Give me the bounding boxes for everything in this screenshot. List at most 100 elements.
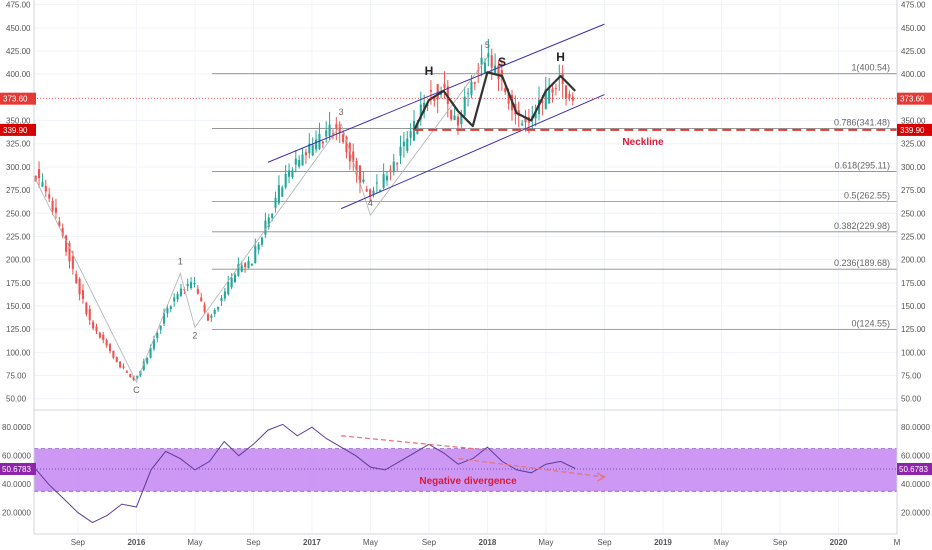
rsi-divergence-arrowhead <box>597 472 606 482</box>
right-price-tick-label: 100.00 <box>901 348 926 357</box>
candle-body <box>294 158 297 165</box>
candle-body <box>311 144 314 156</box>
fib-level-label: 0.786(341.48) <box>834 117 890 127</box>
time-tick-label: May <box>714 538 729 547</box>
left-price-tick-label: 400.00 <box>6 70 31 79</box>
left-price-tick-label: 125.00 <box>6 325 31 334</box>
candle-body <box>152 339 155 349</box>
candle-body <box>480 57 483 65</box>
candle-body <box>44 186 47 192</box>
candle-body <box>132 376 135 380</box>
candle-body <box>375 182 378 184</box>
candle-body <box>379 189 382 192</box>
candle-body <box>399 146 402 156</box>
candle-body <box>321 141 324 144</box>
time-tick-label: Sep <box>71 538 86 547</box>
candle-body <box>416 123 419 135</box>
candle-body <box>406 138 409 151</box>
neckline-price-tag-right-text: 339.90 <box>900 126 925 135</box>
candle-body <box>277 185 280 204</box>
head-shoulders-label: S <box>498 55 506 69</box>
time-tick-label: Sep <box>773 538 788 547</box>
divergence-label: Negative divergence <box>419 476 517 487</box>
right-price-tick-label: 350.00 <box>901 117 926 126</box>
candle-body <box>308 143 311 154</box>
right-price-tick-label: 400.00 <box>901 70 926 79</box>
candle-body <box>203 304 206 312</box>
right-rsi-tick-label: 80.0000 <box>901 423 930 432</box>
channel-upper-line <box>267 23 605 163</box>
left-price-tick-label: 175.00 <box>6 279 31 288</box>
candle-body <box>102 334 105 341</box>
candle-body <box>355 161 358 175</box>
candle-body <box>460 113 463 124</box>
candle-body <box>85 302 88 315</box>
candle-body <box>483 62 487 74</box>
candle-body <box>385 175 389 181</box>
elliott-wave-path <box>33 57 488 383</box>
candle-body <box>358 165 362 184</box>
candle-body <box>402 141 405 147</box>
rsi-band <box>34 448 897 492</box>
candle-body <box>467 93 470 95</box>
candle-body <box>382 174 385 188</box>
candle-body <box>304 152 307 156</box>
candle-body <box>433 96 436 102</box>
right-price-tick-label: 175.00 <box>901 279 926 288</box>
left-price-tick-label: 225.00 <box>6 232 31 241</box>
rsi-value-tag-right-text: 50.6783 <box>899 465 928 474</box>
candle-body <box>436 84 439 100</box>
candle-body <box>301 154 304 166</box>
left-price-tick-label: 475.00 <box>6 1 31 10</box>
candle-body <box>443 83 446 88</box>
candle-body <box>112 350 115 358</box>
rsi-value-tag-left-text: 50.6783 <box>2 465 31 474</box>
candle-body <box>409 131 412 138</box>
neckline-price-tag-left-text: 339.90 <box>3 126 28 135</box>
fib-level-label: 1(400.54) <box>851 63 890 73</box>
candle-body <box>206 314 210 321</box>
candle-body <box>325 130 328 137</box>
candle-body <box>412 121 416 141</box>
time-tick-label: May <box>187 538 202 547</box>
candle-body <box>213 310 216 314</box>
candle-body <box>237 264 240 276</box>
candle-body <box>362 179 365 183</box>
candle-body <box>254 246 257 264</box>
rsi-value-tag-left <box>0 462 36 475</box>
candle-body <box>186 283 189 287</box>
left-price-tick-label: 250.00 <box>6 209 31 218</box>
candle-body <box>159 325 162 330</box>
candle-body <box>54 207 58 213</box>
candle-body <box>247 260 250 269</box>
rsi-divergence-line <box>341 435 488 451</box>
candle-body <box>335 124 338 129</box>
candle-body <box>48 194 51 199</box>
candle-body <box>450 109 453 120</box>
wave-label: 1 <box>178 256 183 266</box>
candle-body <box>372 190 375 195</box>
fibonacci-levels: 1(400.54) 0.786(341.48) 0.618(295.11) 0.5(2… <box>212 63 897 330</box>
fib-level-label: 0.236(189.68) <box>834 258 890 268</box>
candle-body <box>146 357 149 364</box>
candle-body <box>81 290 85 299</box>
candle-body <box>463 96 466 116</box>
candle-body <box>257 244 260 250</box>
candle-body <box>210 315 213 318</box>
candle-body <box>173 297 176 302</box>
candle-body <box>338 124 341 133</box>
candle-body <box>267 217 270 227</box>
candle-body <box>250 263 253 266</box>
candle-body <box>419 104 422 120</box>
candle-body <box>122 366 125 368</box>
candle-body <box>352 151 355 162</box>
candle-body <box>328 124 331 137</box>
channel-lower-line <box>340 94 605 210</box>
candle-body <box>487 53 490 58</box>
candle-body <box>166 308 169 314</box>
candle-body <box>108 344 112 352</box>
candle-body <box>68 242 71 262</box>
candle-body <box>200 297 203 302</box>
